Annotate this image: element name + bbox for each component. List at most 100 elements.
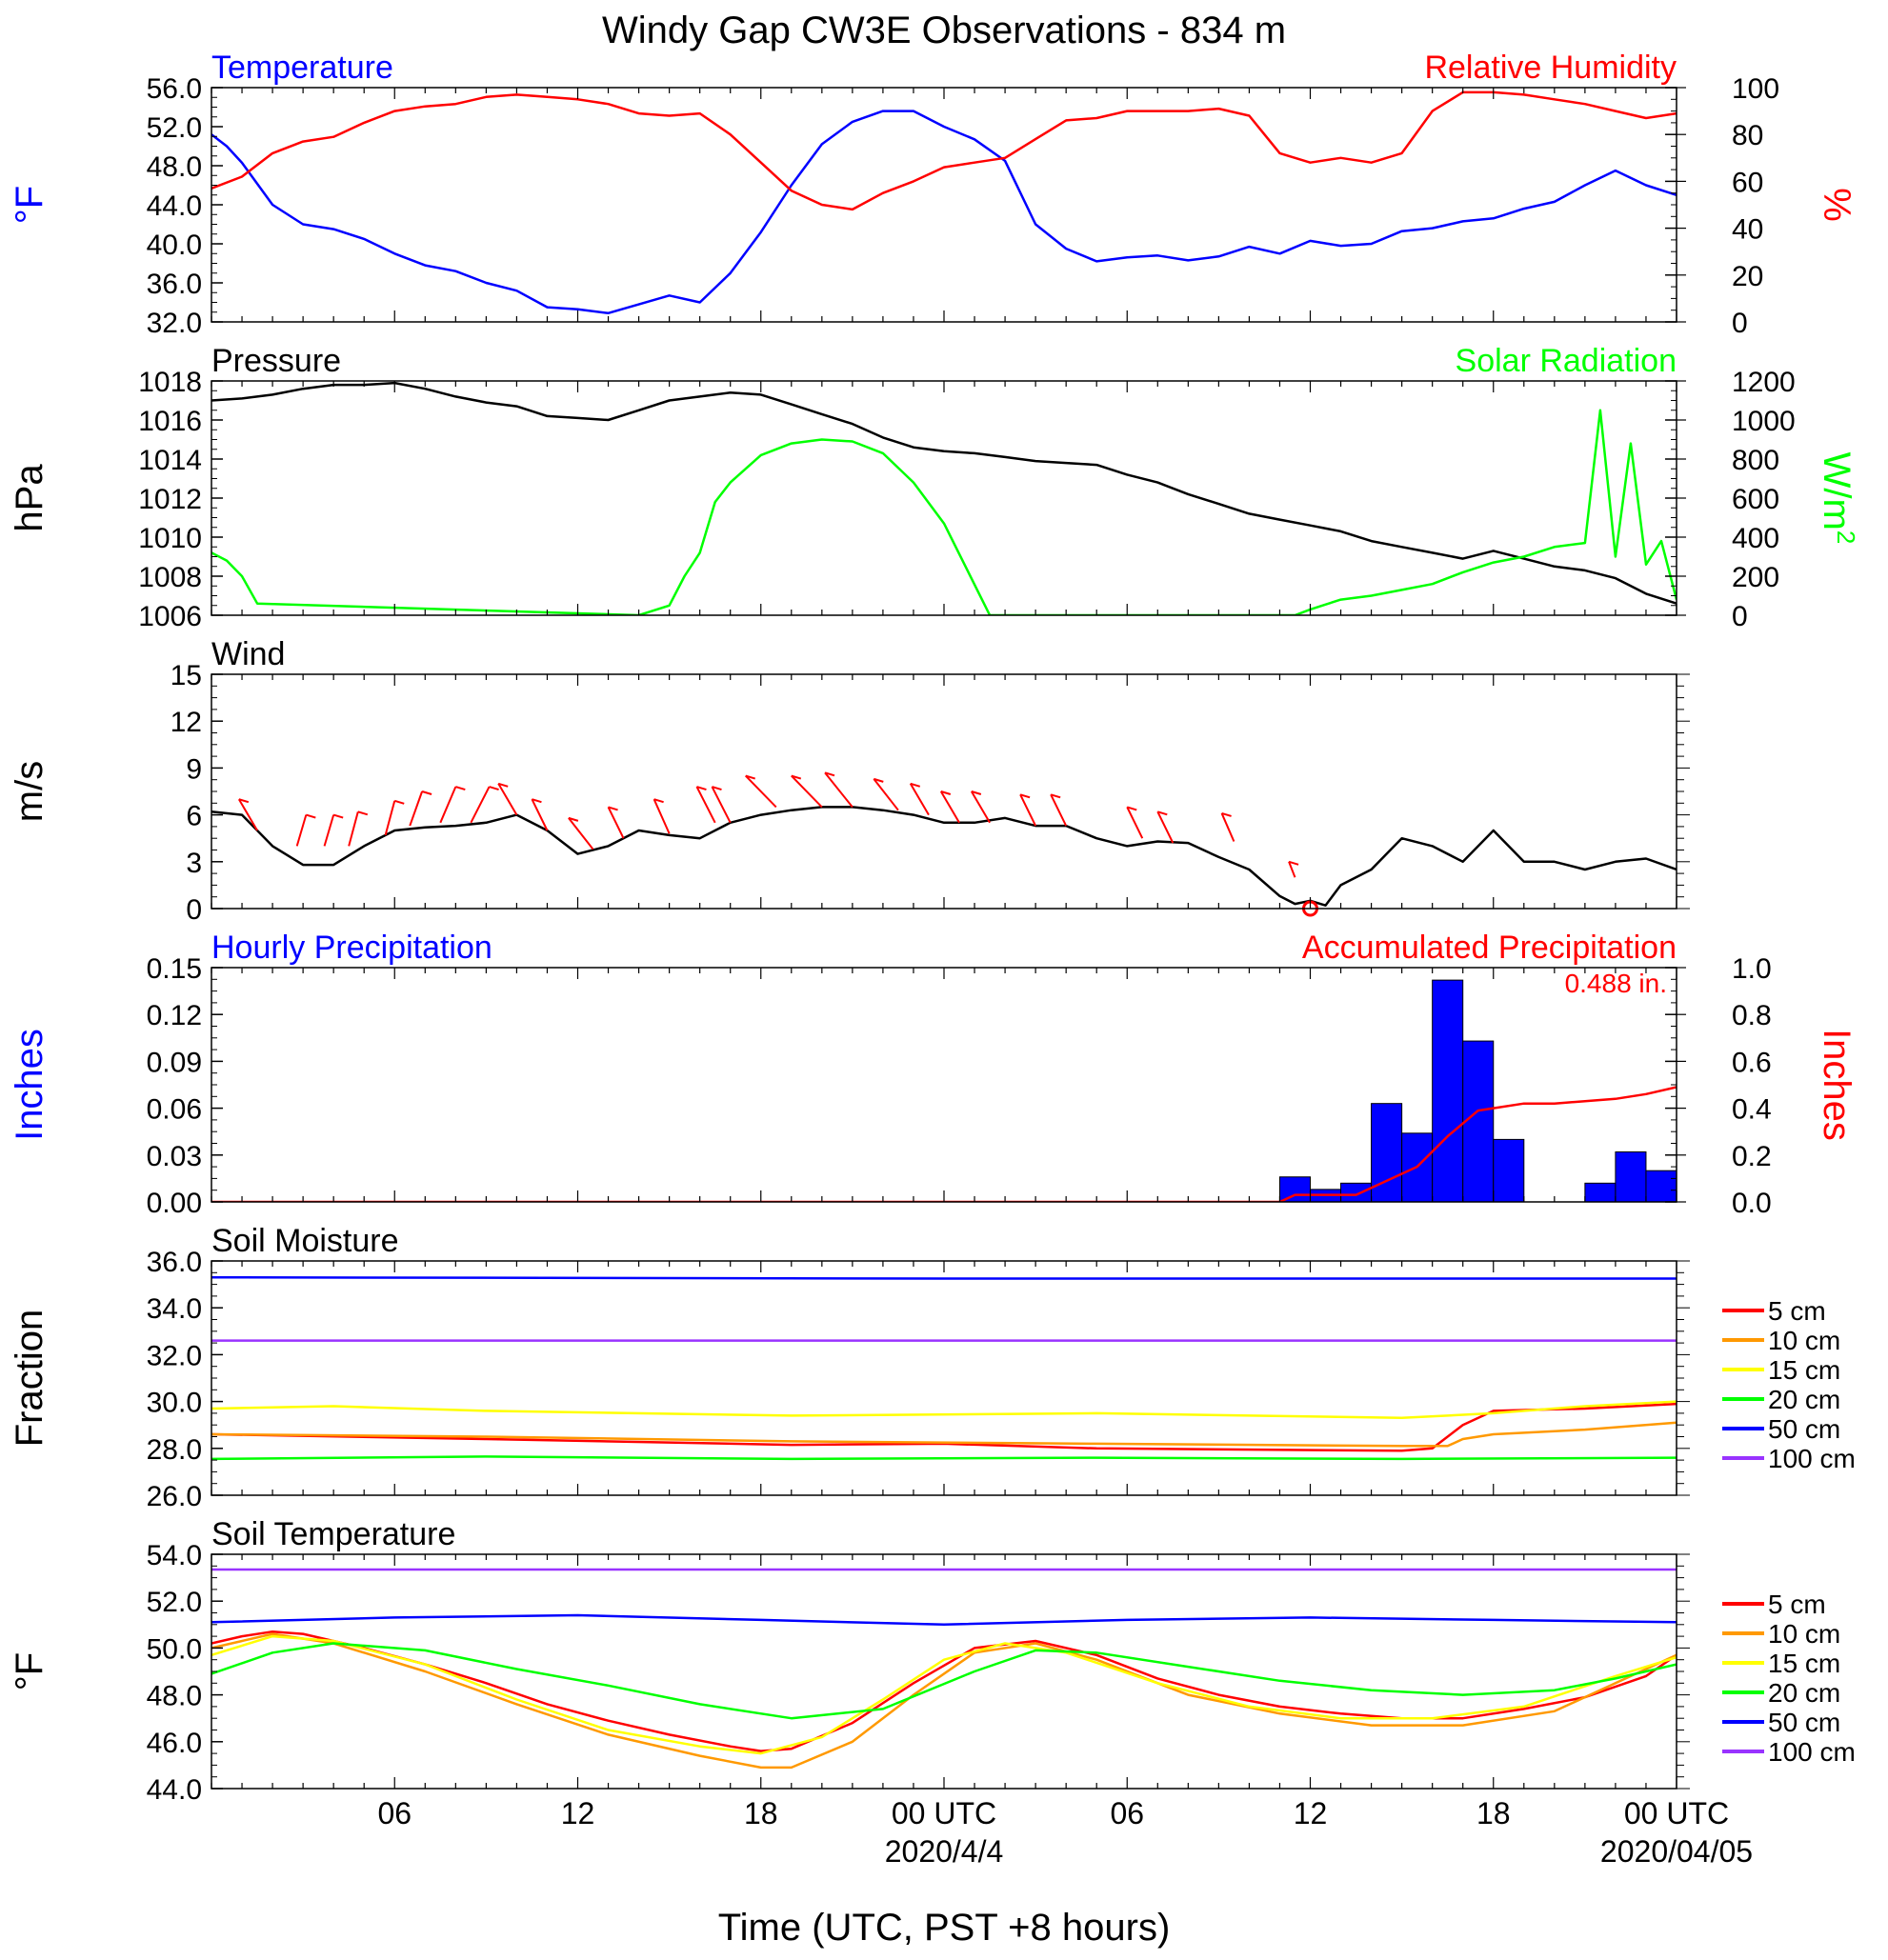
wind-barb-flag: [421, 790, 432, 795]
y-tick-label: 26.0: [147, 1481, 202, 1512]
precip-bar: [1278, 1176, 1312, 1202]
legend-entry: 5 cm: [1768, 1296, 1826, 1326]
y-tick-label: 0.00: [147, 1188, 202, 1219]
legend-entry: 10 cm: [1768, 1326, 1840, 1355]
y-tick-label: 400: [1732, 523, 1779, 554]
wind-barb-flag: [532, 798, 542, 804]
precip-bar: [1340, 1182, 1373, 1202]
wind-barb-flag: [608, 806, 618, 811]
wind-barb-flag: [1157, 810, 1168, 816]
x-tick-label: 00 UTC: [892, 1796, 996, 1830]
y-tick-label: 20: [1732, 261, 1763, 292]
wind-barb: [1220, 812, 1235, 842]
wind-barb-flag: [874, 777, 884, 783]
panel-title: Pressure: [211, 343, 341, 379]
wind-barb-flag: [1019, 793, 1031, 799]
y-tick-label: 1014: [138, 445, 202, 476]
legend-entry: 10 cm: [1768, 1619, 1840, 1649]
wind-barb: [323, 814, 335, 847]
y-tick-label: 1018: [138, 367, 202, 398]
plot-area: [211, 771, 1677, 907]
y-tick-label: 15: [171, 660, 202, 691]
legend-entry: 20 cm: [1768, 1678, 1840, 1708]
y-tick-label: 6: [186, 801, 202, 832]
wind-barb: [497, 783, 518, 816]
wind-barb: [939, 790, 960, 824]
series-line: [211, 1613, 1677, 1627]
y-tick-label: 1200: [1732, 367, 1796, 398]
series-line: [211, 806, 1677, 907]
wind-barb: [970, 790, 991, 824]
precip-bar: [1493, 1138, 1525, 1202]
y-tick-label: 30.0: [147, 1388, 202, 1419]
wind-barb-flag: [1050, 793, 1061, 799]
series-line: [211, 1402, 1677, 1452]
panel-precipitation: Hourly Precipitation Accumulated Precipit…: [9, 930, 1858, 1219]
y-tick-label: 600: [1732, 484, 1779, 515]
wind-barb: [653, 798, 671, 834]
wind-barb-flag: [497, 782, 509, 788]
wind-barb: [607, 806, 625, 839]
x-tick-label: 18: [1476, 1796, 1511, 1830]
y-tick-label: 0: [1732, 308, 1748, 339]
y-tick-label: 12: [171, 707, 202, 738]
y-tick-label: 36.0: [147, 269, 202, 300]
wind-barb: [237, 798, 258, 831]
wind-barb-flag: [455, 786, 466, 791]
legend-entry: 100 cm: [1768, 1444, 1856, 1473]
y-tick-label: 200: [1732, 562, 1779, 593]
series-line: [211, 110, 1677, 315]
y-tick-label: 48.0: [147, 151, 202, 183]
panel-soil-moisture: Soil Moisture 26.0 28.0 30.0 32.0 34.0 36.0 Fra…: [9, 1223, 1856, 1512]
x-tick-label: 12: [1294, 1796, 1328, 1830]
panel-wind: Wind 0 3 6 9 12 15 m/s: [9, 636, 1690, 926]
y-tick-label: 1000: [1732, 406, 1796, 437]
y-tick-label: 40.0: [147, 230, 202, 261]
wind-barb: [348, 811, 359, 847]
y-tick-label: 52.0: [147, 1587, 202, 1618]
wind-barb: [791, 774, 823, 809]
y-tick-label: 44.0: [147, 1774, 202, 1806]
y-axis-label-left: °F: [9, 186, 50, 224]
y-tick-label: 44.0: [147, 190, 202, 222]
time-axis: 06 12 18 00 UTC 06 12 18 00 UTC: [377, 1796, 1729, 1830]
panel-frame: [211, 380, 1677, 616]
x-tick-label: 06: [1110, 1796, 1144, 1830]
panel-pressure-solar: Pressure Solar Radiation 1006 1008 1010 1012 1…: [9, 343, 1860, 632]
wind-barb-flag: [712, 786, 722, 791]
plot-area: [211, 979, 1677, 1202]
precip-bar: [1645, 1170, 1677, 1202]
wind-barb-flag: [1288, 860, 1299, 866]
y-tick-label: 0.8: [1732, 1000, 1772, 1031]
wind-barb-flag: [824, 771, 835, 777]
legend-entry: 20 cm: [1768, 1385, 1840, 1414]
y-axis-label-left: m/s: [9, 761, 50, 822]
y-tick-label: 0.0: [1732, 1188, 1772, 1219]
wind-barb-flag: [791, 774, 802, 780]
y-tick-label: 34.0: [147, 1293, 202, 1325]
y-tick-label: 1006: [138, 601, 202, 632]
y-tick-label: 100: [1732, 73, 1779, 105]
panel-title: Wind: [211, 636, 285, 672]
x-axis-label: Time (UTC, PST +8 hours): [718, 1907, 1171, 1949]
y-axis-label-right: Inches: [1816, 1029, 1858, 1141]
plot-area: [211, 1275, 1677, 1461]
wind-barb-flag: [653, 798, 664, 804]
x-tick-label: 18: [744, 1796, 778, 1830]
wind-barb: [295, 814, 308, 847]
wind-barb-flag: [306, 813, 316, 819]
panel-title-right: Relative Humidity: [1424, 50, 1677, 86]
wind-barb: [909, 783, 930, 816]
y-tick-label: 0.12: [147, 1000, 202, 1031]
figure-title: Windy Gap CW3E Observations - 834 m: [602, 10, 1286, 51]
wind-barb: [384, 800, 396, 836]
y-tick-label: 40: [1732, 214, 1763, 246]
series-line: [211, 1642, 1677, 1720]
wind-barb-flag: [910, 782, 921, 788]
series-line: [211, 1630, 1677, 1752]
y-tick-label: 50.0: [147, 1633, 202, 1665]
y-tick-label: 0.06: [147, 1094, 202, 1126]
y-tick-label: 0: [186, 894, 202, 926]
wind-barb-flag: [332, 813, 344, 819]
